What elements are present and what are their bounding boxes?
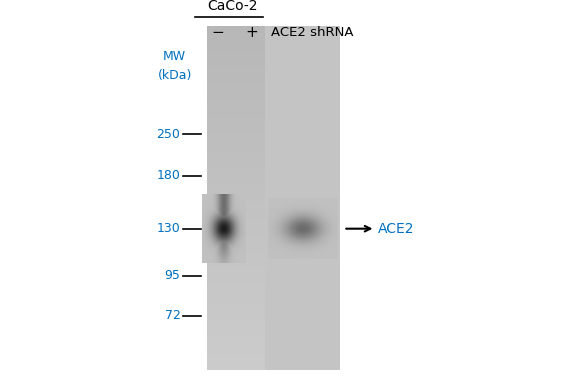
Text: 180: 180 xyxy=(157,169,180,182)
Text: MW: MW xyxy=(163,50,186,63)
Text: +: + xyxy=(245,25,258,40)
Text: ACE2: ACE2 xyxy=(378,222,415,236)
FancyBboxPatch shape xyxy=(265,26,340,370)
Text: ACE2 shRNA: ACE2 shRNA xyxy=(271,26,353,39)
Text: 72: 72 xyxy=(165,309,180,322)
Text: 250: 250 xyxy=(157,128,180,141)
Text: 130: 130 xyxy=(157,222,180,235)
Text: −: − xyxy=(212,25,225,40)
Text: (kDa): (kDa) xyxy=(157,69,192,82)
Text: CaCo-2: CaCo-2 xyxy=(208,0,258,13)
Text: 95: 95 xyxy=(165,270,180,282)
